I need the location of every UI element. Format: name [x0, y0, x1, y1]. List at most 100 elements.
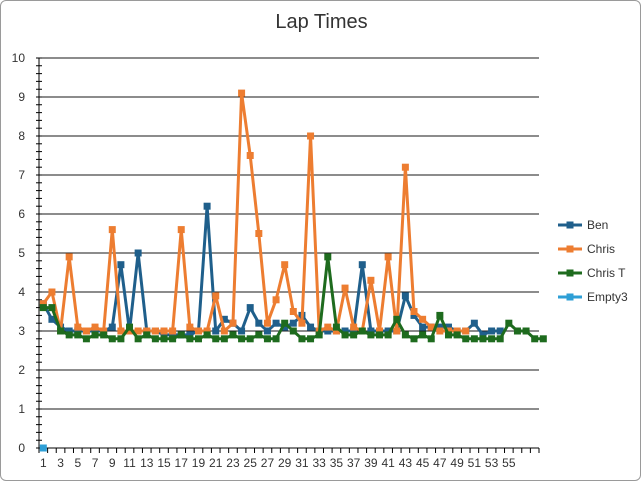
data-point-chris — [177, 226, 185, 234]
data-point-chris — [160, 327, 168, 335]
data-point-chris-t — [108, 335, 116, 343]
data-point-chris — [74, 323, 82, 331]
data-point-ben — [65, 327, 73, 335]
data-point-chris-t — [376, 331, 384, 339]
data-point-chris-t — [462, 335, 470, 343]
x-tick-label: 41 — [381, 456, 395, 470]
data-point-chris — [186, 323, 194, 331]
data-point-chris-t — [134, 335, 142, 343]
data-point-ben — [289, 319, 297, 327]
data-point-ben — [134, 249, 142, 257]
data-point-ben — [436, 323, 444, 331]
x-tick-label: 21 — [209, 456, 223, 470]
data-point-chris — [289, 308, 297, 315]
legend-label-chris-t: Chris T — [587, 266, 626, 280]
data-point-chris — [332, 327, 340, 335]
data-point-chris — [324, 323, 332, 331]
data-point-ben — [272, 319, 280, 327]
data-point-chris-t — [57, 327, 65, 335]
data-point-ben — [48, 315, 56, 323]
y-tick-label: 10 — [12, 51, 26, 65]
legend-marker-empty3 — [566, 293, 574, 301]
data-point-chris — [427, 323, 435, 331]
data-point-chris-t — [367, 331, 375, 339]
data-point-chris-t — [229, 331, 237, 339]
data-point-chris — [436, 327, 444, 335]
data-point-chris-t — [479, 335, 487, 343]
data-point-chris-t — [160, 335, 168, 343]
data-point-chris-t — [453, 331, 461, 339]
data-point-chris-t — [203, 331, 211, 339]
data-point-ben — [479, 331, 487, 339]
data-point-ben — [212, 327, 220, 335]
data-point-chris-t — [358, 327, 366, 335]
data-point-chris — [462, 327, 470, 335]
data-point-empty3 — [39, 444, 47, 452]
x-tick-label: 29 — [278, 456, 292, 470]
legend-marker-chris-t — [566, 269, 574, 277]
data-point-chris — [100, 327, 108, 335]
data-point-chris-t — [470, 335, 478, 343]
y-tick-label: 3 — [18, 324, 25, 338]
data-point-chris — [134, 327, 142, 335]
data-point-ben — [367, 327, 375, 335]
data-point-ben — [255, 319, 263, 327]
data-point-chris-t — [194, 335, 202, 343]
data-point-chris-t — [496, 335, 504, 343]
data-point-chris-t — [289, 327, 297, 335]
data-point-chris — [126, 327, 134, 335]
x-tick-label: 35 — [330, 456, 344, 470]
data-point-chris-t — [401, 331, 409, 339]
data-point-chris — [117, 327, 125, 335]
data-point-chris-t — [315, 331, 323, 339]
data-point-chris-t — [48, 304, 56, 312]
data-point-chris-t — [332, 323, 340, 331]
data-point-chris-t — [91, 331, 99, 339]
data-point-chris-t — [238, 335, 246, 343]
data-point-chris-t — [531, 335, 539, 343]
legend-label-ben: Ben — [587, 218, 608, 232]
data-point-ben — [410, 311, 418, 319]
data-point-chris-t — [220, 335, 228, 343]
data-point-chris-t — [522, 327, 530, 335]
data-point-chris-t — [419, 331, 427, 339]
data-point-chris-t — [298, 335, 306, 343]
data-point-chris-t — [100, 331, 108, 339]
x-tick-label: 23 — [226, 456, 240, 470]
data-point-ben — [496, 327, 504, 335]
x-tick-label: 1 — [40, 456, 47, 470]
data-point-chris — [229, 319, 237, 327]
data-point-chris-t — [255, 331, 263, 339]
data-point-chris — [341, 284, 349, 292]
data-point-chris-t — [169, 335, 177, 343]
data-point-chris-t — [427, 335, 435, 343]
y-tick-label: 2 — [18, 363, 25, 377]
data-point-ben — [419, 323, 427, 331]
x-tick-label: 3 — [57, 456, 64, 470]
data-point-chris — [151, 327, 159, 335]
data-point-ben — [263, 327, 271, 335]
x-tick-label: 43 — [399, 456, 413, 470]
data-point-chris-t — [393, 315, 401, 323]
data-point-ben — [384, 327, 392, 335]
x-tick-label: 31 — [295, 456, 309, 470]
data-point-ben — [117, 261, 125, 269]
data-point-chris-t — [74, 331, 82, 339]
x-tick-label: 39 — [364, 456, 378, 470]
data-point-chris-t — [39, 304, 47, 312]
data-point-ben — [246, 304, 254, 312]
data-point-ben — [108, 323, 116, 331]
data-point-ben — [488, 327, 496, 335]
data-point-chris-t — [539, 335, 547, 343]
data-point-chris-t — [324, 253, 332, 261]
x-tick-label: 49 — [450, 456, 464, 470]
data-point-chris-t — [177, 331, 185, 339]
legend-marker-ben — [566, 221, 574, 229]
data-point-chris-t — [263, 335, 271, 343]
data-point-chris — [419, 315, 427, 323]
data-point-ben — [350, 327, 358, 335]
data-point-chris-t — [117, 335, 125, 343]
y-tick-label: 8 — [18, 129, 25, 143]
data-point-ben — [220, 315, 228, 323]
data-point-chris-t — [410, 335, 418, 343]
